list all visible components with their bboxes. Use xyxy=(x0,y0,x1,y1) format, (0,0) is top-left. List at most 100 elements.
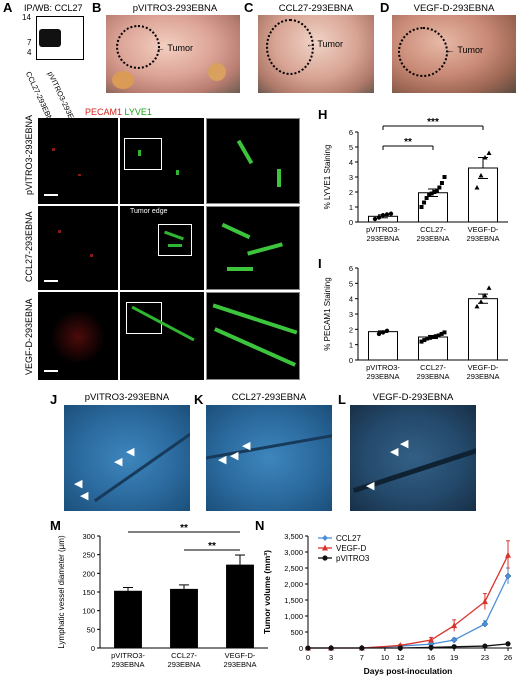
y-tick-label: 0 xyxy=(349,356,353,365)
x-tick-label: pVITRO3- xyxy=(111,651,145,660)
arrowhead-icon: ◀ xyxy=(230,450,239,462)
data-point xyxy=(433,334,438,339)
bar xyxy=(114,590,142,649)
y-tick-label: 0 xyxy=(299,644,303,653)
data-point xyxy=(419,339,424,344)
y-axis-label: Tumor volume (mm³) xyxy=(262,550,272,634)
x-tick-label: 10 xyxy=(381,653,389,662)
x-tick-label: CCL27- xyxy=(171,651,197,660)
legend-marker xyxy=(322,544,328,551)
data-point xyxy=(474,185,480,190)
y-tick-label: 3,500 xyxy=(284,532,303,541)
image-f-merge: Tumor edge xyxy=(120,206,204,290)
arrowhead-icon: ◀ xyxy=(218,454,227,466)
y-tick-label: 5 xyxy=(349,279,353,288)
zoom-box xyxy=(124,138,162,170)
data-point xyxy=(380,330,386,335)
photo-l-vessels: ◀ ◀ ◀ xyxy=(350,405,476,511)
data-point xyxy=(419,205,424,209)
panel-k-title: CCL27-293EBNA xyxy=(231,392,307,403)
y-tick-label: 4 xyxy=(349,158,353,167)
data-point xyxy=(372,216,378,222)
arrowhead-icon: ◀ xyxy=(80,490,89,502)
panel-j-title: pVITRO3-293EBNA xyxy=(84,392,170,403)
scale-bar xyxy=(44,194,58,196)
panel-label-k: K xyxy=(194,392,204,407)
y-tick-label: 0 xyxy=(349,218,353,227)
y-tick-label: 1 xyxy=(349,203,353,212)
photo-k-vessels: ◀ ◀ ◀ xyxy=(206,405,332,511)
data-point xyxy=(505,551,511,558)
legend-label: pVITRO3 xyxy=(336,554,370,563)
x-tick-label: 16 xyxy=(427,653,435,662)
data-point xyxy=(432,190,437,194)
image-e-pecam1 xyxy=(38,118,118,204)
panel-label-j: J xyxy=(50,392,58,407)
y-tick-label: 2,500 xyxy=(284,564,303,573)
y-tick-label: 500 xyxy=(290,628,303,637)
image-e-merge xyxy=(120,118,204,204)
data-point xyxy=(427,193,432,197)
image-g-merge xyxy=(120,292,204,380)
series-line xyxy=(308,554,509,649)
data-point xyxy=(434,188,439,193)
organ-spot xyxy=(208,63,226,81)
data-point xyxy=(376,215,382,220)
data-point xyxy=(482,293,488,298)
tumor-outline xyxy=(398,27,448,77)
data-point xyxy=(482,643,488,649)
tumor-annotation-d: Tumor xyxy=(457,45,484,55)
data-point xyxy=(428,644,434,650)
x-tick-label: 293EBNA xyxy=(417,234,450,243)
legend-marker xyxy=(322,555,328,561)
data-point xyxy=(451,644,457,650)
x-tick-label: 3 xyxy=(329,653,333,662)
panel-d-title: VEGF-D-293EBNA xyxy=(413,3,495,14)
photo-b-tumor-pvitro3: ← Tumor xyxy=(106,15,240,93)
data-point xyxy=(436,333,441,338)
row-label-e: pVITRO3-293EBNA xyxy=(24,114,34,195)
western-blot xyxy=(36,16,84,60)
significance-label: ** xyxy=(404,137,412,148)
y-tick-label: 250 xyxy=(82,551,95,560)
data-point xyxy=(305,645,311,651)
legend-label: VEGF-D xyxy=(336,544,366,553)
row-label-g: VEGF-D-293EBNA xyxy=(24,298,34,375)
tumor-outline xyxy=(116,25,160,69)
x-tick-label: CCL27- xyxy=(420,225,446,234)
x-tick-label: 293EBNA xyxy=(168,660,201,669)
data-point xyxy=(428,636,435,643)
arrowhead-icon: ◀ xyxy=(114,456,123,468)
data-point xyxy=(505,641,511,647)
y-tick-label: 6 xyxy=(349,128,353,137)
marker-4: 4 xyxy=(27,48,32,57)
arrow-icon: ← xyxy=(306,39,315,49)
arrowhead-icon: ◀ xyxy=(366,480,375,492)
chart-m-vessel-diameter: 050100150200250300pVITRO3-293EBNACCL27-2… xyxy=(57,523,268,669)
x-tick-label: 293EBNA xyxy=(112,660,145,669)
bar xyxy=(468,167,498,223)
image-g-pecam1 xyxy=(38,292,118,380)
y-axis-label: Lymphatic vessel diameter (µm) xyxy=(57,535,66,649)
tumor-annotation-b: Tumor xyxy=(167,43,194,53)
y-tick-label: 1 xyxy=(349,341,353,350)
data-point xyxy=(328,645,334,651)
photo-j-vessels: ◀ ◀ ◀ ◀ xyxy=(64,405,190,511)
x-tick-label: 293EBNA xyxy=(367,372,400,381)
y-tick-label: 4 xyxy=(349,295,353,304)
panel-label-b: B xyxy=(92,0,102,15)
series-line xyxy=(308,575,509,649)
data-point xyxy=(397,645,403,651)
data-point xyxy=(431,335,435,339)
y-tick-label: 2,000 xyxy=(284,580,303,589)
zoom-box xyxy=(126,302,162,334)
data-point xyxy=(478,173,484,178)
panel-label-l: L xyxy=(338,392,346,407)
data-point xyxy=(481,598,488,605)
y-tick-label: 300 xyxy=(82,532,95,541)
photo-d-tumor-vegfd: ← Tumor xyxy=(392,15,516,93)
y-tick-label: 1,500 xyxy=(284,596,303,605)
x-tick-label: CCL27- xyxy=(420,363,446,372)
data-point xyxy=(425,336,430,341)
scale-bar xyxy=(44,280,58,282)
